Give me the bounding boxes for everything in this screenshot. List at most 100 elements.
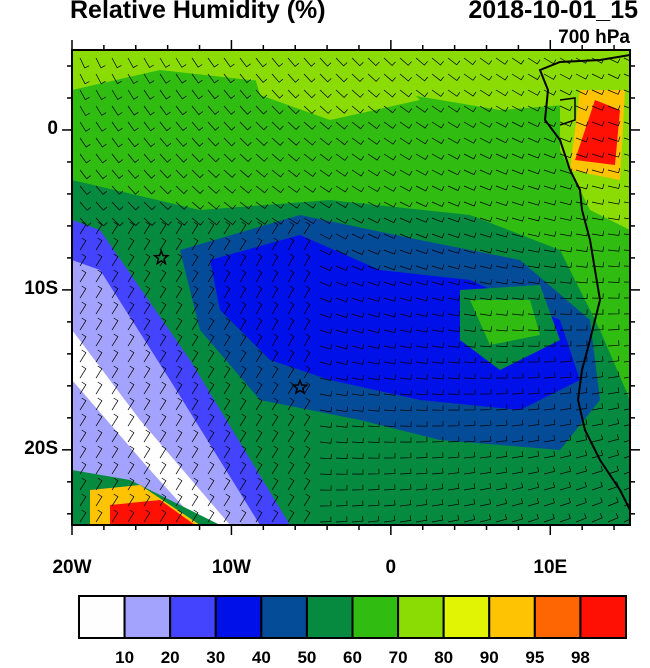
wind-barb [175, 365, 183, 379]
wind-barb [303, 185, 317, 193]
wind-barb [559, 466, 572, 475]
wind-barb [95, 121, 107, 132]
wind-barb [511, 388, 524, 395]
wind-barb [431, 515, 444, 523]
wind-barb [223, 285, 231, 299]
wind-barb [79, 137, 91, 148]
wind-barb [463, 357, 476, 364]
wind-barb [383, 327, 397, 334]
wind-barb [415, 311, 429, 317]
wind-barb [463, 373, 476, 379]
wind-barb [303, 365, 311, 379]
wind-barb [239, 349, 247, 363]
wind-barb [303, 461, 311, 475]
wind-barb [559, 325, 572, 331]
wind-barb [559, 372, 572, 379]
wind-barb [527, 419, 540, 427]
wind-barb [255, 237, 263, 251]
wind-barb [223, 121, 236, 131]
wind-barb [607, 355, 620, 363]
wind-barb [175, 153, 188, 163]
wind-barb [207, 221, 215, 235]
wind-barb [415, 248, 429, 255]
wind-barb [335, 469, 348, 475]
wind-barb [159, 397, 167, 411]
wind-barb [623, 455, 630, 459]
wind-barb [479, 310, 492, 316]
wind-barb [319, 297, 333, 303]
wind-barb [511, 73, 525, 81]
wind-barb [271, 509, 279, 523]
wind-barb [399, 280, 413, 286]
wind-barb [591, 497, 603, 507]
wind-barb [79, 73, 90, 85]
wind-barb [431, 264, 445, 270]
wind-barb [79, 169, 91, 180]
wind-barb [287, 169, 300, 178]
wind-barb [543, 450, 556, 459]
wind-barb [303, 269, 311, 283]
wind-barb [479, 153, 493, 160]
wind-barb [143, 301, 151, 315]
wind-barb [239, 153, 252, 162]
wind-barb [415, 295, 429, 302]
wind-barb [111, 317, 119, 331]
wind-barb [271, 237, 279, 251]
wind-barb [479, 137, 493, 144]
wind-barb [223, 333, 231, 347]
wind-barb [287, 477, 295, 491]
wind-barb [447, 514, 460, 523]
wind-barb [367, 421, 380, 428]
wind-barb [447, 358, 460, 364]
wind-barb [495, 89, 509, 97]
wind-barb [479, 404, 492, 411]
wind-barb [79, 269, 87, 283]
wind-barb [223, 317, 231, 331]
wind-barb [351, 296, 365, 303]
wind-barb [143, 413, 151, 427]
y-tick-label: 10S [24, 277, 58, 299]
wind-barb [511, 419, 524, 427]
wind-barb [623, 185, 630, 188]
wind-barb [463, 185, 477, 191]
wind-barb [351, 390, 365, 397]
wind-barb [367, 468, 380, 475]
wind-barb [303, 57, 316, 67]
wind-barb [527, 388, 540, 395]
wind-barb [607, 57, 621, 64]
wind-barb [383, 233, 397, 239]
wind-barb [575, 152, 589, 158]
wind-barb [399, 169, 413, 176]
wind-barb [303, 397, 311, 411]
wind-barb [351, 375, 365, 381]
wind-barb [271, 413, 279, 427]
wind-barb [159, 201, 172, 210]
wind-barb [255, 73, 268, 83]
wind-barb [287, 201, 301, 209]
wind-barb [511, 404, 524, 411]
wind-barb [367, 153, 381, 161]
wind-barb [463, 248, 477, 254]
wind-barb [527, 451, 540, 459]
wind-barb [623, 360, 630, 363]
wind-barb [495, 216, 509, 222]
wind-barb [143, 105, 155, 116]
wind-barb [543, 466, 556, 475]
wind-barb [511, 57, 525, 65]
wind-barb [255, 121, 268, 131]
wind-barb [511, 466, 524, 475]
wind-barb [223, 169, 236, 178]
wind-barb [303, 105, 316, 114]
wind-barb [447, 232, 461, 239]
wind-barb [95, 237, 103, 251]
wind-barb [511, 169, 525, 175]
wind-barb [543, 294, 556, 300]
wind-barb [191, 349, 199, 363]
wind-barb [463, 137, 477, 144]
wind-barb [191, 445, 199, 459]
wind-barb [335, 297, 349, 303]
wind-barb [287, 493, 295, 507]
wind-barb [111, 413, 119, 427]
wind-barb [591, 183, 605, 190]
wind-barb [463, 467, 476, 475]
